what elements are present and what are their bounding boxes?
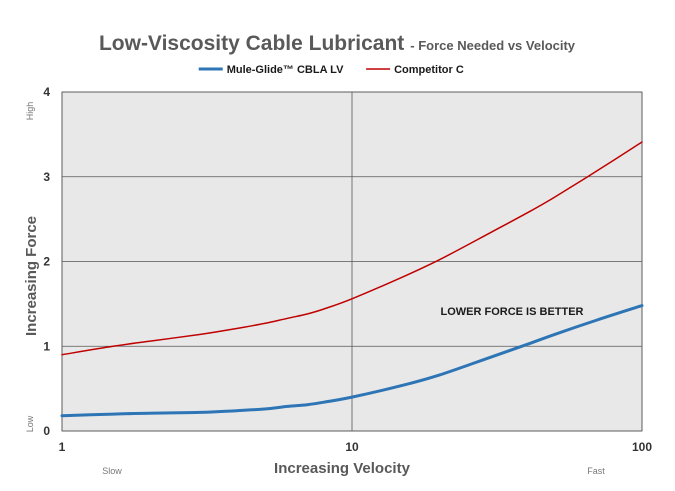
x-axis-title: Increasing Velocity [274, 460, 411, 477]
x-tick-label: 10 [345, 440, 359, 454]
plot-border [61, 91, 643, 432]
chart-subtitle: - Force Needed vs Velocity [410, 38, 576, 53]
y-tick-label: 0 [43, 424, 50, 438]
series-layer [60, 141, 644, 418]
series-line-competitor-c [61, 141, 643, 356]
y-tick-label: 4 [43, 85, 50, 99]
legend-label-competitor-c: Competitor C [394, 64, 464, 76]
chart-title-main: Low-Viscosity Cable Lubricant [99, 32, 404, 55]
x-end-label-slow: Slow [102, 466, 122, 476]
y-end-label-high: High [25, 102, 35, 121]
legend-label-mule-glide-cbla-lv: Mule-Glide™ CBLA LV [227, 64, 344, 76]
chart-title: Low-Viscosity Cable Lubricant - Force Nee… [99, 32, 576, 55]
y-end-label-low: Low [25, 415, 35, 432]
x-tick-label: 1 [59, 440, 66, 454]
y-axis-title: Increasing Force [23, 216, 40, 336]
annotation-lower-force: LOWER FORCE IS BETTER [441, 306, 584, 318]
series-line-mule-glide-cbla-lv [60, 304, 644, 418]
y-tick-label: 3 [43, 170, 50, 184]
legend: Mule-Glide™ CBLA LV Competitor C [198, 64, 464, 76]
y-tick-label: 2 [43, 255, 50, 269]
gridlines [61, 91, 643, 432]
y-tick-label: 1 [43, 339, 50, 353]
x-tick-label: 100 [632, 440, 652, 454]
x-end-label-fast: Fast [587, 466, 605, 476]
